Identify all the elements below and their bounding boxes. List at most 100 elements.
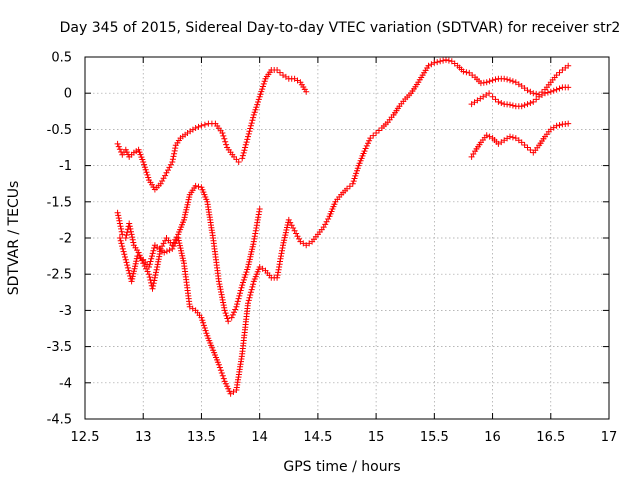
data-point (146, 271, 152, 278)
data-point (122, 256, 129, 263)
y-axis-label: SDTVAR / TECUs (6, 181, 22, 296)
data-point (118, 225, 125, 232)
data-point (245, 264, 251, 270)
data-point (366, 137, 373, 144)
data-point (233, 303, 240, 310)
data-point (232, 306, 239, 313)
data-point (228, 314, 235, 321)
data-point (440, 57, 447, 64)
data-point (200, 319, 207, 326)
data-point (195, 123, 202, 130)
data-point (542, 90, 548, 97)
data-point (349, 180, 356, 187)
data-point (489, 77, 496, 84)
data-point (119, 245, 126, 252)
data-point (244, 136, 251, 143)
data-point (199, 317, 206, 324)
data-point (245, 133, 251, 140)
data-point (235, 159, 242, 165)
data-point (153, 266, 160, 273)
data-point (167, 161, 174, 168)
axis-ticks (84, 56, 610, 420)
data-point (142, 166, 149, 173)
data-point (198, 314, 205, 321)
x-tick-label: 17 (601, 430, 618, 445)
data-point (172, 145, 179, 152)
data-point (157, 180, 164, 187)
data-point (498, 100, 505, 106)
data-point (486, 90, 493, 97)
data-point (122, 235, 129, 241)
x-tick-label: 16 (484, 430, 501, 445)
data-point (255, 96, 262, 103)
data-point (322, 221, 329, 228)
data-point (163, 248, 170, 255)
data-point (507, 133, 513, 140)
x-tick-label: 13 (135, 430, 152, 445)
data-point (495, 98, 502, 105)
data-point (124, 262, 131, 269)
data-point (171, 150, 178, 157)
data-point (288, 222, 295, 229)
data-point (175, 237, 182, 244)
data-point (250, 281, 257, 288)
data-point (370, 132, 377, 139)
data-point (257, 91, 264, 98)
y-tick-label: -1 (59, 159, 72, 174)
y-tick-label: -2 (59, 232, 72, 247)
data-point (128, 231, 135, 238)
data-point (353, 170, 360, 177)
data-point (131, 265, 138, 272)
data-point (242, 271, 249, 278)
data-point (248, 286, 255, 293)
data-point (126, 223, 133, 230)
data-point (221, 135, 228, 142)
data-point (177, 245, 184, 252)
data-point (222, 310, 229, 317)
data-point (201, 121, 208, 128)
x-tick-label: 15.5 (420, 430, 449, 445)
data-point (133, 258, 140, 265)
data-point (147, 258, 154, 265)
data-point (220, 299, 227, 306)
data-point (150, 283, 157, 289)
data-point (431, 59, 438, 66)
plot-frame (84, 56, 610, 420)
data-points (114, 56, 572, 397)
x-axis-label: GPS time / hours (283, 459, 400, 475)
data-point (127, 225, 134, 232)
data-point (249, 117, 256, 124)
data-point (239, 152, 246, 159)
data-point (162, 172, 169, 179)
data-point (325, 216, 332, 222)
y-tick-label: 0.5 (51, 51, 72, 66)
data-point (363, 142, 370, 149)
data-point (238, 284, 245, 291)
data-point (135, 249, 142, 256)
data-point (241, 147, 248, 154)
data-point (354, 165, 361, 172)
data-point (223, 141, 230, 148)
data-point (247, 122, 254, 129)
data-point (249, 283, 256, 290)
data-point (118, 228, 125, 235)
data-point (143, 169, 150, 176)
data-point (527, 100, 534, 106)
data-point (179, 252, 186, 259)
data-point (260, 83, 266, 90)
data-point (553, 122, 560, 129)
data-point (146, 264, 152, 270)
data-point (217, 367, 224, 374)
data-point (437, 58, 444, 65)
data-point (140, 159, 147, 165)
data-point (565, 84, 572, 91)
data-point (128, 228, 134, 235)
data-point (550, 87, 557, 94)
data-point (243, 269, 250, 276)
data-point (218, 289, 224, 295)
data-point (239, 155, 246, 162)
data-point (553, 86, 560, 93)
y-tick-label: -0.5 (47, 123, 72, 138)
data-point (246, 128, 253, 135)
data-point (344, 185, 350, 192)
